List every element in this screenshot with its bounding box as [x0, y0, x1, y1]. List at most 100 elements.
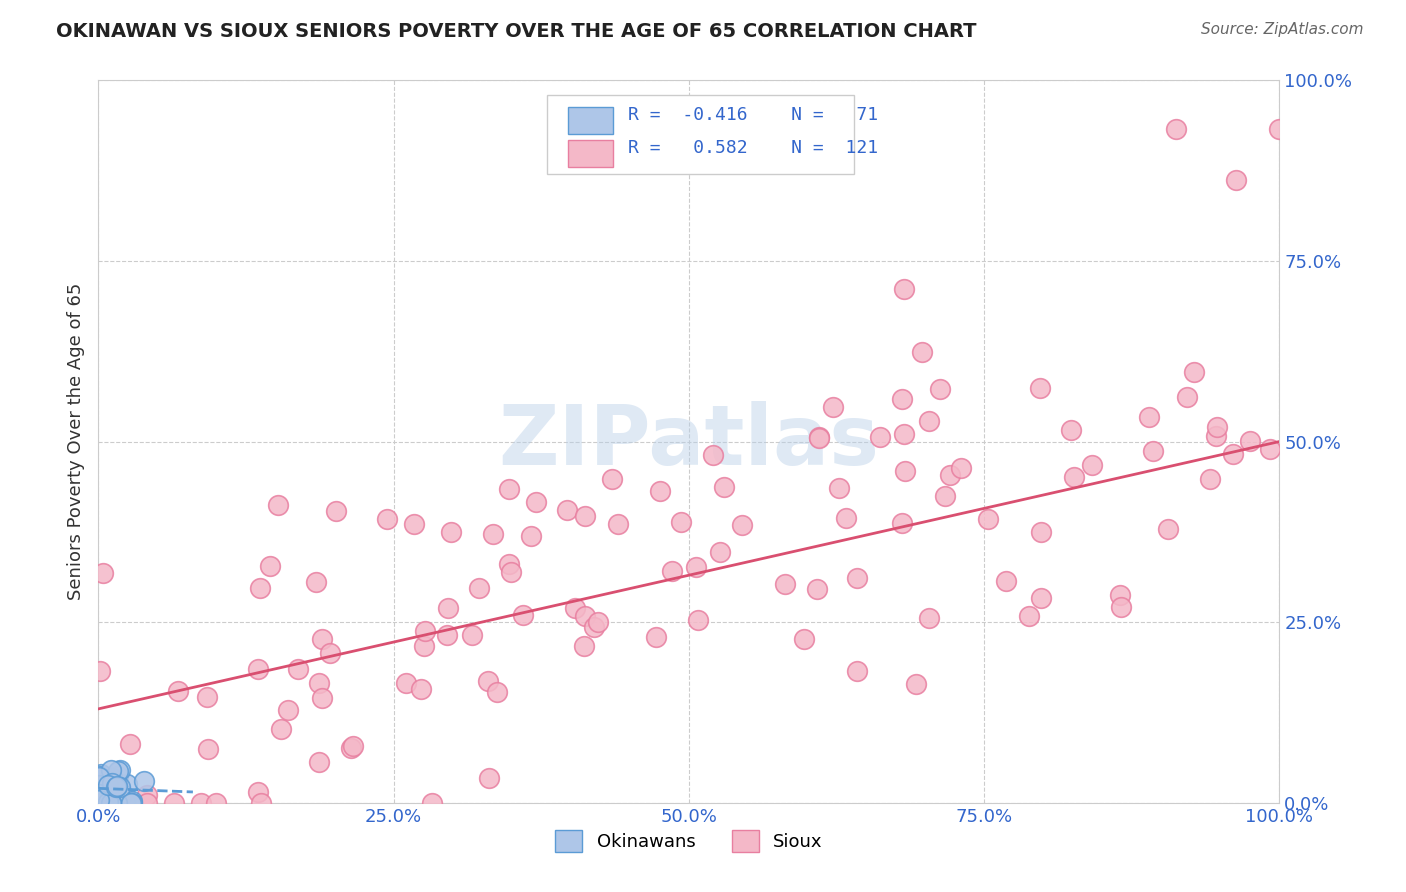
Point — [702, 448, 724, 462]
Point — [120, 737, 142, 751]
Point — [422, 796, 444, 810]
Point — [91, 566, 114, 581]
Point — [1239, 434, 1261, 449]
Point — [574, 508, 596, 523]
Point — [94, 781, 117, 796]
Point — [121, 796, 143, 810]
Point — [644, 630, 666, 644]
Point — [100, 772, 122, 787]
Point — [1205, 429, 1227, 443]
Point — [808, 431, 831, 445]
Point — [1166, 122, 1188, 136]
Point — [1137, 410, 1160, 425]
Point — [375, 512, 398, 526]
Point — [669, 515, 692, 529]
Point — [835, 511, 858, 525]
Point — [1225, 173, 1247, 187]
Point — [918, 611, 941, 625]
Point — [105, 779, 128, 793]
Point — [1157, 522, 1180, 536]
Point — [572, 640, 595, 654]
Legend: Okinawans, Sioux: Okinawans, Sioux — [548, 822, 830, 859]
Point — [96, 782, 118, 797]
Point — [648, 484, 671, 499]
Point — [267, 498, 290, 512]
Point — [100, 764, 122, 778]
Point — [555, 503, 578, 517]
Point — [1018, 609, 1040, 624]
Text: OKINAWAN VS SIOUX SENIORS POVERTY OVER THE AGE OF 65 CORRELATION CHART: OKINAWAN VS SIOUX SENIORS POVERTY OVER T… — [56, 22, 977, 41]
Point — [270, 722, 292, 736]
Point — [1063, 470, 1085, 484]
Point — [97, 778, 120, 792]
Point — [499, 565, 522, 579]
Point — [498, 558, 520, 572]
Point — [101, 776, 124, 790]
Point — [100, 796, 122, 810]
Point — [190, 796, 212, 810]
Point — [574, 608, 596, 623]
Point — [98, 796, 121, 810]
Point — [90, 767, 112, 781]
Point — [685, 560, 707, 574]
Point — [259, 558, 281, 573]
Point — [308, 756, 330, 770]
Point — [111, 796, 134, 810]
Point — [98, 789, 121, 804]
Point — [107, 769, 129, 783]
Point — [97, 795, 120, 809]
Point — [101, 780, 124, 794]
Point — [98, 788, 121, 802]
Point — [115, 792, 138, 806]
Point — [205, 796, 228, 810]
Point — [107, 776, 129, 790]
Text: ZIPatlas: ZIPatlas — [499, 401, 879, 482]
Point — [713, 480, 735, 494]
Point — [468, 581, 491, 595]
Text: Source: ZipAtlas.com: Source: ZipAtlas.com — [1201, 22, 1364, 37]
Point — [103, 774, 125, 789]
Point — [440, 524, 463, 539]
Point — [91, 786, 114, 800]
Point — [91, 796, 114, 810]
Point — [114, 795, 136, 809]
Point — [828, 481, 851, 495]
Point — [89, 774, 111, 789]
Point — [498, 483, 520, 497]
Point — [1081, 458, 1104, 472]
Point — [87, 778, 110, 792]
Point — [104, 780, 127, 794]
Point — [461, 628, 484, 642]
Point — [821, 400, 844, 414]
Point — [1268, 121, 1291, 136]
Point — [731, 518, 754, 533]
Point — [339, 741, 361, 756]
Point — [319, 646, 342, 660]
Point — [1258, 442, 1281, 456]
Point — [934, 489, 956, 503]
Point — [90, 788, 112, 802]
Point — [1142, 444, 1164, 458]
Point — [94, 783, 117, 797]
FancyBboxPatch shape — [568, 139, 613, 167]
Point — [89, 789, 111, 804]
Point — [893, 282, 915, 296]
Point — [890, 516, 912, 531]
Point — [911, 345, 934, 359]
Point — [110, 780, 132, 794]
Point — [524, 494, 547, 508]
Point — [1031, 591, 1053, 606]
Point — [287, 662, 309, 676]
Point — [808, 430, 831, 444]
Point — [437, 601, 460, 615]
Point — [893, 426, 915, 441]
Point — [482, 527, 505, 541]
Point — [101, 771, 124, 785]
Point — [195, 690, 218, 704]
Point — [311, 632, 333, 646]
Point — [105, 793, 128, 807]
Point — [845, 664, 868, 678]
Point — [197, 742, 219, 756]
Point — [249, 581, 271, 595]
Point — [607, 516, 630, 531]
